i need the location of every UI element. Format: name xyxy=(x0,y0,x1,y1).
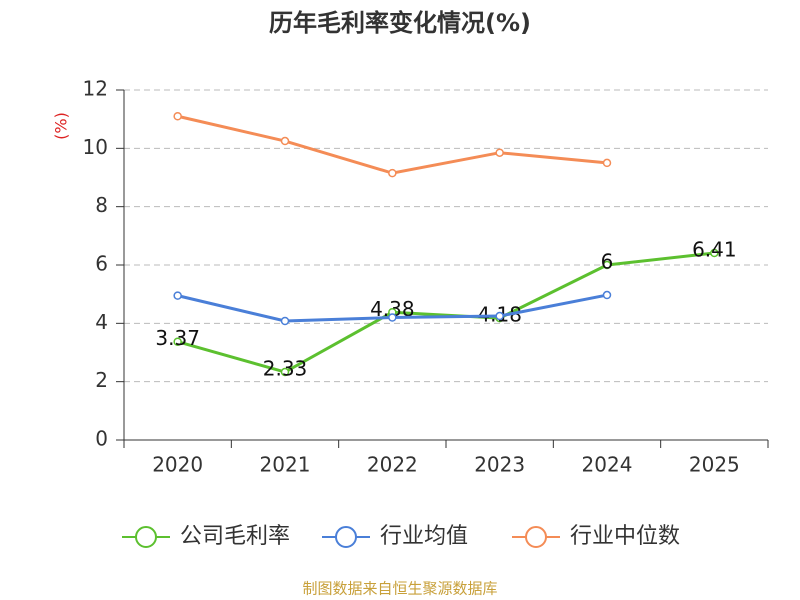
data-point xyxy=(495,148,504,157)
x-tick-label: 2020 xyxy=(152,453,203,477)
y-tick-label: 2 xyxy=(95,368,108,392)
data-point xyxy=(710,248,719,258)
legend-label: 公司毛利率 xyxy=(180,524,290,549)
data-point xyxy=(280,136,290,146)
x-tick-label: 2024 xyxy=(582,453,633,477)
data-point xyxy=(495,311,504,321)
source-note: 制图数据来自恒生聚源数据库 xyxy=(302,580,497,598)
legend-label: 行业中位数 xyxy=(570,524,680,549)
data-point xyxy=(173,291,182,300)
y-tick-label: 6 xyxy=(95,252,108,276)
y-tick-label: 8 xyxy=(95,193,108,217)
data-point xyxy=(173,112,182,121)
legend-marker xyxy=(135,526,157,548)
data-point xyxy=(280,367,290,377)
data-point xyxy=(388,168,397,178)
x-tick-label: 2022 xyxy=(367,453,418,477)
chart-title: 历年毛利率变化情况(%) xyxy=(269,9,531,37)
data-label: 6 xyxy=(601,250,614,274)
x-tick-label: 2023 xyxy=(474,453,525,477)
series-line xyxy=(177,114,608,175)
y-tick-label: 12 xyxy=(83,77,108,101)
series-line xyxy=(177,251,715,374)
x-tick-label: 2025 xyxy=(689,453,740,477)
data-point xyxy=(173,337,182,346)
y-axis-label: (%) xyxy=(52,112,71,140)
legend-label: 行业均值 xyxy=(380,524,468,549)
legend-marker xyxy=(335,526,357,548)
data-label: 3.37 xyxy=(155,326,200,350)
data-point xyxy=(388,313,397,322)
data-label: 2.33 xyxy=(263,357,308,381)
y-tick-label: 0 xyxy=(95,427,108,451)
legend-marker xyxy=(525,526,547,548)
data-point xyxy=(602,290,612,300)
data-label: 6.41 xyxy=(692,238,737,262)
data-point xyxy=(280,316,290,326)
data-point xyxy=(602,260,612,270)
data-point xyxy=(602,158,612,168)
x-tick-label: 2021 xyxy=(260,453,311,477)
y-tick-label: 10 xyxy=(83,135,108,159)
y-tick-label: 4 xyxy=(95,310,108,334)
